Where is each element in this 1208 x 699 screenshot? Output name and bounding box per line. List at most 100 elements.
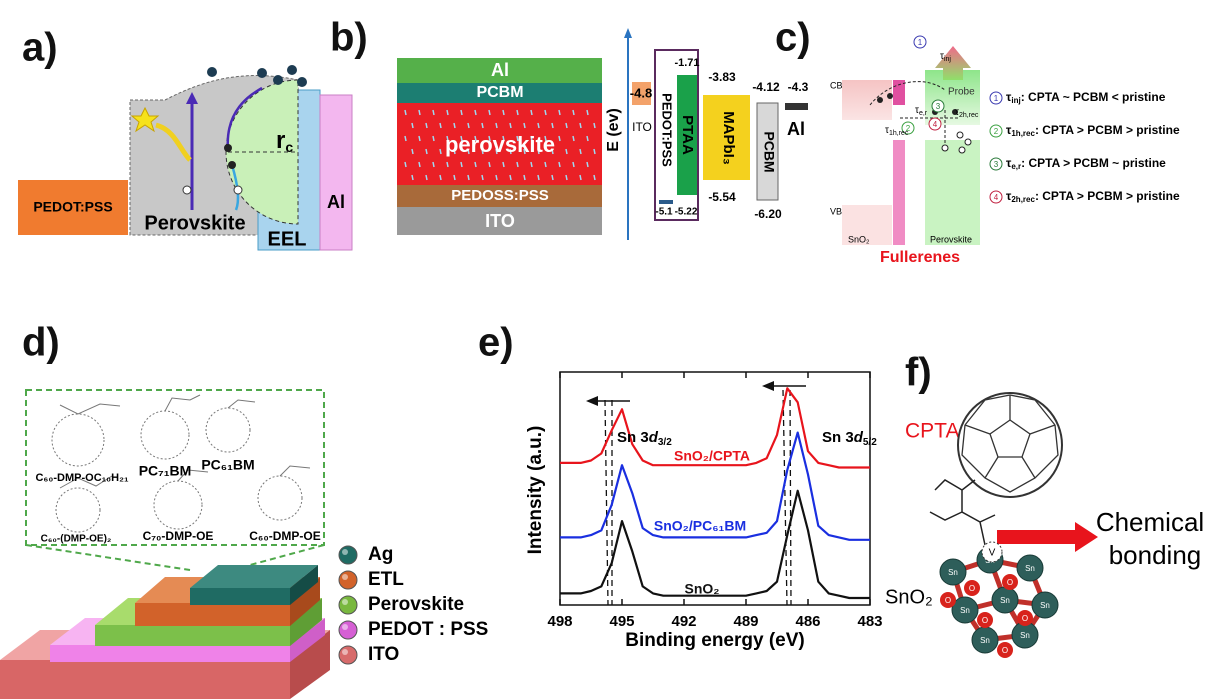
series-label: SnO₂/PC₆₁BM <box>654 518 746 534</box>
spectrum-line <box>560 431 870 541</box>
annotation-part: 3/2 <box>658 437 672 448</box>
panel-label: b) <box>330 16 368 60</box>
grain <box>565 174 568 181</box>
capture-region <box>225 79 299 225</box>
tau-sub: e,r <box>1011 162 1021 171</box>
molecule-box <box>25 389 325 546</box>
panel-label: c) <box>775 16 811 60</box>
grain <box>439 148 442 155</box>
sn-atom <box>1016 554 1044 582</box>
grain <box>467 174 470 181</box>
x-axis-label: Binding energy (eV) <box>625 630 804 651</box>
grain <box>411 122 414 129</box>
material-label: SnO₂ <box>848 234 870 244</box>
level-value: -4.3 <box>788 80 809 94</box>
molecule-label: C₆₀-DMP-OE <box>249 529 321 543</box>
electron <box>887 93 893 99</box>
o-atom <box>977 612 993 628</box>
legend: Ag ETL Perovskite PEDOT : PSS ITO <box>338 544 488 665</box>
pedot-layer <box>18 180 128 235</box>
fullerene-dot <box>297 77 307 87</box>
plot-frame <box>559 371 871 606</box>
grain <box>460 135 463 142</box>
perovskite-layer <box>397 103 602 185</box>
legend-label: Perovskite <box>368 594 464 615</box>
ito-side <box>290 630 330 699</box>
grain <box>530 109 533 116</box>
ito-level <box>632 82 651 105</box>
atom-label: O <box>969 584 975 593</box>
fullerene-dot <box>287 65 297 75</box>
grain <box>586 109 589 116</box>
molecule-label: C₆₀-(DMP-OE)₂ <box>41 534 112 545</box>
ito-front <box>0 660 290 699</box>
electron <box>952 109 958 115</box>
tau-sub: 1h,rec <box>1011 129 1035 138</box>
material-label: PTAA <box>679 115 696 155</box>
radius-sub: c <box>285 139 293 155</box>
grain <box>495 122 498 129</box>
grain <box>453 122 456 129</box>
x-tick-label: 492 <box>671 613 696 630</box>
grain <box>467 122 470 129</box>
atom-label: Sn <box>1025 564 1035 573</box>
fullerene-dot <box>257 68 267 78</box>
grain <box>502 109 505 116</box>
grain <box>509 122 512 129</box>
light-path <box>155 122 192 162</box>
panel-d: C₆₀-DMP-OC₁₀H₂₁ PC₇₁BM PC₆₁BM C₆₀-(DMP-O… <box>0 389 488 699</box>
tau-symbol: τ <box>885 125 889 136</box>
tau-symbol: τ <box>1006 123 1012 137</box>
perovskite-vb <box>925 140 980 245</box>
grain <box>530 161 533 168</box>
legend-ball <box>338 570 358 590</box>
atom-label: O <box>945 596 951 605</box>
grain <box>488 161 491 168</box>
legend-marker <box>989 157 1003 171</box>
material-label: Perovskite <box>930 234 972 244</box>
tau-label: τinj <box>940 51 951 63</box>
grain <box>586 135 589 142</box>
tau-symbol: τ <box>915 105 919 116</box>
molecule-label: PC₆₁BM <box>201 457 254 473</box>
grain <box>544 109 547 116</box>
grain <box>572 109 575 116</box>
grain <box>579 148 582 155</box>
grain <box>425 122 428 129</box>
grain <box>453 174 456 181</box>
tau-symbol: τ <box>1006 156 1012 170</box>
tau-sub: inj <box>944 56 951 63</box>
legend-number: 2 <box>994 127 999 136</box>
legend-entry: τ1h,rec: CPTA > PCBM > pristine <box>1006 123 1180 138</box>
grain <box>572 161 575 168</box>
grain <box>474 109 477 116</box>
fullerene-homo <box>893 140 905 245</box>
tau-sub: 2h,rec <box>1011 195 1035 204</box>
legend-entry: τinj: CPTA ~ PCBM < pristine <box>1006 90 1166 105</box>
grain <box>481 148 484 155</box>
atom-label: Sn <box>960 606 970 615</box>
tau-sub: e,r <box>919 110 928 117</box>
grain-pattern <box>404 109 596 181</box>
panel-label: f) <box>905 351 932 395</box>
legend-ball-highlight <box>342 549 348 555</box>
material-label: PCBM <box>761 131 777 172</box>
panel-label: d) <box>22 321 60 365</box>
grain <box>425 174 428 181</box>
legend-entry: τe,r: CPTA > PCBM ~ pristine <box>1006 156 1166 171</box>
grain <box>593 148 596 155</box>
o-atom <box>964 580 980 596</box>
grain <box>502 135 505 142</box>
grain <box>523 122 526 129</box>
zoom-line <box>25 544 191 571</box>
y-axis-label: Intensity (a.u.) <box>525 426 546 555</box>
ag-top <box>190 565 318 588</box>
atom-label: Sn <box>1040 601 1050 610</box>
grain <box>579 122 582 129</box>
electron <box>877 97 883 103</box>
grain <box>481 122 484 129</box>
grain <box>411 174 414 181</box>
step-marker <box>931 99 945 113</box>
ptaa-level <box>677 75 697 195</box>
